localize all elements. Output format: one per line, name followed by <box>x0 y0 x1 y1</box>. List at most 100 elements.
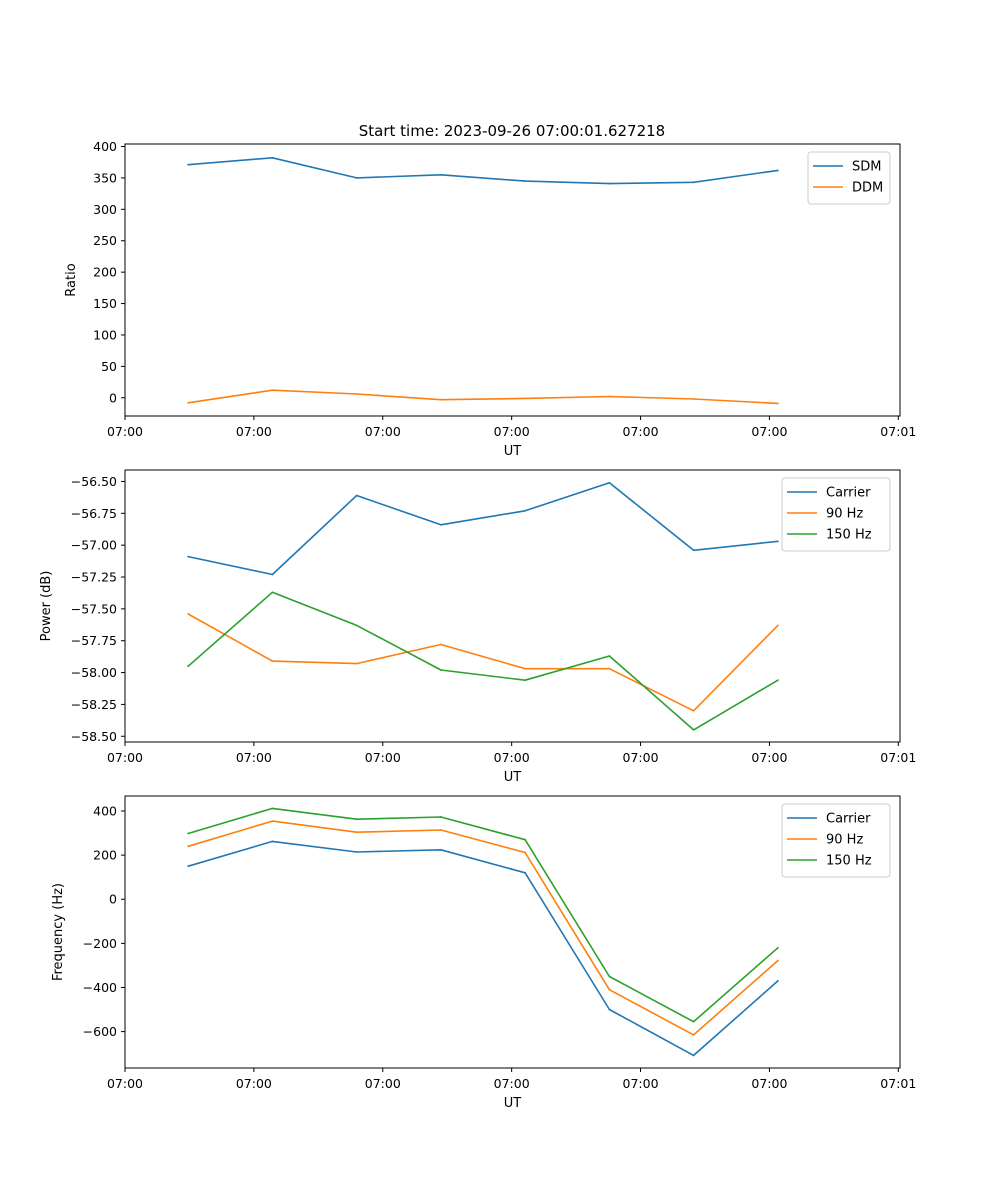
subplot-2-legend-box <box>781 477 891 552</box>
subplot-2-series-carrier-line <box>188 481 778 576</box>
subplot-3-series-90-hz-point-3 <box>439 829 442 831</box>
subplot-2-frame <box>124 469 901 743</box>
subplot-3-xtick-label-2: 07:00 <box>365 1076 401 1091</box>
figure-title: Start time: 2023-09-26 07:00:01.627218 <box>359 122 665 140</box>
subplot-3-series-90-hz-point-6 <box>692 1034 695 1036</box>
subplot-1-legend-label-sdm: SDM <box>852 160 881 175</box>
subplot-2-series-carrier-point-7 <box>776 540 779 543</box>
subplot-2-series-150-hz-point-7 <box>776 679 779 682</box>
subplot-2-series-carrier-point-4 <box>524 509 527 512</box>
subplot-2-legend-label-carrier: Carrier <box>826 486 871 501</box>
subplot-2-series-90-hz-point-0 <box>187 613 190 615</box>
subplot-2-series-90-hz-point-1 <box>271 660 274 663</box>
subplot-2-ylabel: Power (dB) <box>39 571 54 642</box>
subplot-2-series-carrier-point-2 <box>355 494 358 497</box>
subplot-3-ytick-label-3: 0 <box>109 892 117 907</box>
subplot-3-legend-label-carrier: Carrier <box>826 812 871 827</box>
subplot-1-xtick-label-0: 07:00 <box>107 424 143 439</box>
subplot-3-series-90-hz-point-5 <box>608 988 611 991</box>
subplot-2-series-90-hz-point-3 <box>439 643 442 646</box>
subplot-3-xtick-label-5: 07:00 <box>751 1076 787 1091</box>
subplot-1-ytick-label-1: 50 <box>101 359 117 374</box>
subplot-2-series-150-hz-point-3 <box>439 669 442 671</box>
subplot-2-xtick-label-3: 07:00 <box>494 750 530 765</box>
subplot-2-legend-label-90-hz: 90 Hz <box>826 507 863 522</box>
subplot-2-legend: Carrier 90 Hz 150 Hz <box>781 477 891 552</box>
subplot-3-series-90-hz-point-2 <box>355 831 358 834</box>
subplot-1-series-ddm-point-3 <box>439 398 442 401</box>
subplot-2-series-90-hz-point-2 <box>355 662 358 665</box>
subplot-1-series-ddm-point-5 <box>608 395 611 398</box>
subplot-3-series-carrier-point-5 <box>608 1008 611 1011</box>
subplot-1-legend-label-ddm: DDM <box>852 181 883 196</box>
subplot-3-series-150-hz-point-5 <box>608 975 611 978</box>
subplot-1-ytick-label-0: 0 <box>109 390 117 405</box>
subplot-2-series-150-hz-point-5 <box>608 655 611 657</box>
subplot-1-ytick-label-8: 400 <box>93 139 117 154</box>
subplot-3-series-carrier-line <box>187 840 779 1057</box>
subplot-2-series-carrier-point-1 <box>271 573 274 576</box>
subplot-2-ytick-label-1: −58.25 <box>71 697 117 712</box>
subplot-3-series-90-hz-point-7 <box>776 959 779 962</box>
subplot-1: 0 50 100 150 200 250 300 350 400 07:00 07:00 07:00 0… <box>64 139 916 459</box>
subplot-1-series-sdm-point-3 <box>439 173 442 176</box>
subplot-2-series-150-hz-point-1 <box>271 591 274 594</box>
subplot-1-xtick-label-6: 07:01 <box>880 424 916 439</box>
subplot-2-xtick-label-6: 07:01 <box>880 750 916 765</box>
subplot-3-series-150-hz-point-4 <box>524 838 527 841</box>
subplot-2-series-carrier-point-6 <box>692 549 695 552</box>
subplot-1-legend-box <box>807 151 891 205</box>
subplot-1-series-ddm-point-2 <box>355 393 358 395</box>
subplot-3-series-carrier-point-7 <box>776 979 779 982</box>
subplot-3-series-carrier-point-3 <box>439 848 442 851</box>
subplot-3-series-carrier-point-1 <box>271 840 274 843</box>
subplot-3: −600 −400 −200 0 200 400 07:00 07:00 07:00 07:00 0… <box>51 795 916 1111</box>
subplot-3-series-150-hz-point-1 <box>271 807 274 810</box>
subplot-2-series-90-hz-point-5 <box>608 667 611 670</box>
subplot-1-series-sdm-point-4 <box>524 180 527 182</box>
subplot-1-series-sdm-line <box>188 157 779 185</box>
subplot-3-series-150-hz-point-6 <box>692 1020 695 1023</box>
subplot-2-series-150-hz-point-0 <box>187 665 190 668</box>
subplot-3-legend: Carrier 90 Hz 150 Hz <box>781 803 891 878</box>
subplot-2-ytick-label-8: −56.50 <box>71 474 117 489</box>
subplot-2-ytick-label-4: −57.50 <box>71 601 117 616</box>
subplot-1-series-sdm-point-7 <box>776 169 779 172</box>
subplot-3-series-150-hz-line <box>187 807 779 1023</box>
subplot-1-series-sdm-point-6 <box>692 181 695 184</box>
subplot-2-series-150-hz-point-4 <box>524 679 527 682</box>
subplot-3-ytick-label-1: −400 <box>83 980 117 995</box>
subplot-3-xtick-label-4: 07:00 <box>623 1076 659 1091</box>
subplot-1-series-ddm-point-6 <box>692 398 695 400</box>
subplot-1-xtick-label-4: 07:00 <box>623 424 659 439</box>
subplot-3-legend-box <box>781 803 891 878</box>
subplot-2-series-90-hz-line <box>187 613 779 712</box>
subplot-2-xtick-label-1: 07:00 <box>236 750 272 765</box>
subplot-2-ytick-label-6: −57.00 <box>71 538 117 553</box>
subplot-2-xtick-label-4: 07:00 <box>623 750 659 765</box>
subplot-1-series-ddm-point-7 <box>776 402 779 405</box>
subplot-3-legend-label-90-hz: 90 Hz <box>826 833 863 848</box>
subplot-2-series-carrier-point-5 <box>608 481 611 484</box>
subplot-1-series-ddm-point-1 <box>271 389 274 392</box>
subplot-3-series-carrier-point-6 <box>692 1054 695 1057</box>
subplot-2-series-90-hz-point-7 <box>776 624 779 627</box>
subplot-3-series-90-hz-point-0 <box>187 845 190 848</box>
subplot-1-ytick-label-4: 200 <box>93 265 117 280</box>
subplot-1-legend: SDM DDM <box>807 151 891 205</box>
subplot-3-series-150-hz-point-3 <box>439 816 442 818</box>
subplot-2-xlabel: UT <box>504 770 522 785</box>
subplot-1-ytick-label-6: 300 <box>93 202 117 217</box>
subplot-3-series-150-hz-point-7 <box>776 946 779 949</box>
subplot-3-series-carrier-point-0 <box>187 865 190 868</box>
subplot-3-xtick-label-6: 07:01 <box>880 1076 916 1091</box>
subplot-1-series-sdm-point-2 <box>355 177 358 179</box>
subplot-1-xlabel: UT <box>504 444 522 459</box>
subplot-3-series-90-hz-line <box>187 820 779 1036</box>
subplot-2-series-90-hz-point-6 <box>692 709 695 712</box>
subplot-3-ytick-label-2: −200 <box>83 936 117 951</box>
subplot-1-ytick-label-3: 150 <box>93 296 117 311</box>
subplot-1-series-ddm-point-0 <box>187 401 190 404</box>
subplot-3-xtick-label-0: 07:00 <box>107 1076 143 1091</box>
subplot-1-xtick-label-2: 07:00 <box>365 424 401 439</box>
